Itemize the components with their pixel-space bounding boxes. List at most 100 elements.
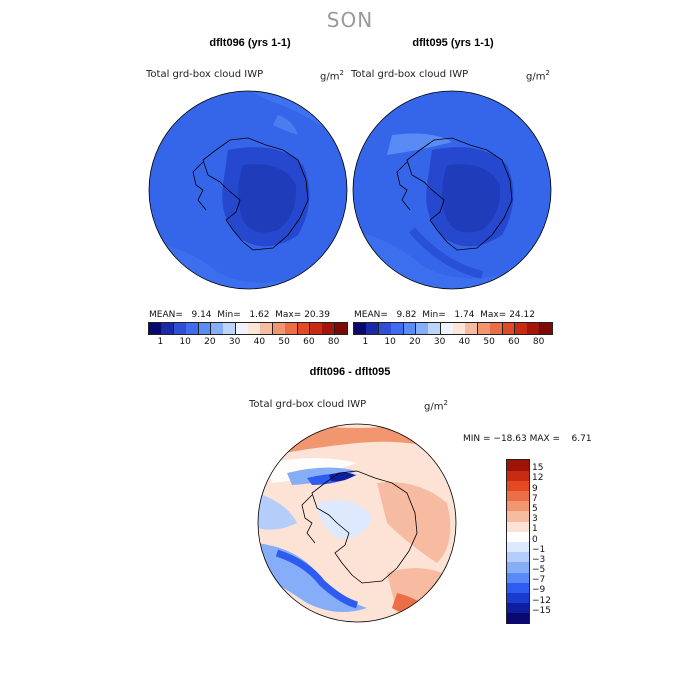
colorbar-tick-label: 1 — [157, 337, 164, 347]
colorbar-tick-label: −7 — [532, 575, 546, 586]
panel1-variable-label: Total grd-box cloud IWP — [146, 69, 264, 80]
panel3-title: dflt096 - dflt095 — [309, 366, 391, 378]
panel2-stats: MEAN= 9.82 Min= 1.74 Max= 24.12 — [354, 310, 535, 320]
colorbar-tick-label: 50 — [483, 337, 495, 347]
colorbar-swatch — [502, 323, 516, 334]
colorbar-tick-label: 60 — [508, 337, 520, 347]
colorbar-swatch — [223, 323, 237, 334]
colorbar-tick-label: −12 — [532, 595, 551, 606]
colorbar-tick-label: 1 — [532, 524, 538, 535]
colorbar-swatch — [507, 561, 529, 573]
colorbar-tick-label: 40 — [458, 337, 471, 347]
colorbar-tick-label: 30 — [228, 337, 241, 347]
colorbar-tick-label: 60 — [303, 337, 315, 347]
colorbar-swatch — [391, 323, 404, 334]
colorbar-swatch — [507, 470, 529, 481]
colorbar-swatch — [507, 500, 529, 512]
panel3-stats: MIN = −18.63 MAX = 6.71 — [463, 434, 592, 444]
colorbar-swatch — [260, 323, 274, 334]
colorbar-swatch — [210, 323, 224, 334]
colorbar-swatch — [248, 323, 261, 334]
panel1-unit-label: g/m2 — [320, 69, 344, 83]
colorbar-tick-label: 7 — [532, 493, 538, 504]
colorbar-tick-label: 50 — [278, 337, 290, 347]
colorbar-swatch — [198, 323, 212, 334]
colorbar-tick-label: 0 — [532, 534, 538, 545]
panel1-colorbar — [148, 322, 348, 335]
colorbar-swatch — [173, 323, 187, 334]
colorbar-swatch — [161, 323, 175, 334]
panel3-variable-label: Total grd-box cloud IWP — [249, 399, 367, 410]
panel2-variable-label: Total grd-box cloud IWP — [351, 69, 469, 80]
panel3-colorbar-ticks: −15 −12 −9 −7 −5 −3 −1 0 1 3 5 7 9 12 15 — [532, 459, 572, 622]
colorbar-swatch — [285, 323, 298, 334]
colorbar-tick-label: 20 — [409, 337, 421, 347]
colorbar-tick-label: 20 — [204, 337, 216, 347]
colorbar-swatch — [507, 592, 529, 604]
colorbar-tick-label: 1 — [362, 337, 369, 347]
colorbar-tick-label: 15 — [532, 463, 544, 474]
panel3-map — [257, 423, 457, 623]
colorbar-tick-label: 80 — [532, 337, 545, 347]
colorbar-swatch — [428, 323, 442, 334]
colorbar-swatch — [354, 323, 367, 334]
colorbar-swatch — [507, 480, 529, 492]
colorbar-swatch — [272, 323, 286, 334]
colorbar-swatch — [465, 323, 479, 334]
colorbar-swatch — [149, 323, 162, 334]
colorbar-swatch — [378, 323, 392, 334]
colorbar-swatch — [507, 510, 529, 522]
panel2-title: dflt095 (yrs 1-1) — [412, 37, 494, 49]
colorbar-swatch — [309, 323, 323, 334]
panel1-map — [148, 90, 348, 290]
colorbar-swatch — [186, 323, 199, 334]
colorbar-swatch — [366, 323, 380, 334]
panel2-colorbar — [353, 322, 553, 335]
colorbar-swatch — [477, 323, 491, 334]
panel1-colorbar-ticks: 1 10 20 30 40 50 60 80 — [148, 337, 346, 349]
colorbar-swatch — [507, 541, 529, 553]
colorbar-swatch — [415, 323, 429, 334]
colorbar-tick-label: −3 — [532, 554, 546, 565]
colorbar-tick-label: 80 — [327, 337, 340, 347]
colorbar-swatch — [507, 521, 529, 532]
panel1-stats: MEAN= 9.14 Min= 1.62 Max= 20.39 — [149, 310, 330, 320]
colorbar-swatch — [507, 551, 529, 563]
colorbar-tick-label: −5 — [532, 565, 546, 576]
colorbar-tick-label: 9 — [532, 483, 538, 494]
colorbar-swatch — [507, 531, 529, 542]
panel2-unit-label: g/m2 — [526, 69, 550, 83]
colorbar-swatch — [527, 323, 541, 334]
colorbar-tick-label: −1 — [532, 544, 546, 555]
colorbar-swatch — [490, 323, 503, 334]
colorbar-swatch — [322, 323, 336, 334]
panel2-map — [352, 90, 552, 290]
panel2-colorbar-ticks: 1 10 20 30 40 50 60 80 — [353, 337, 551, 349]
colorbar-swatch — [539, 323, 553, 334]
colorbar-tick-label: 12 — [532, 473, 544, 484]
colorbar-swatch — [507, 582, 529, 593]
panel1-title: dflt096 (yrs 1-1) — [209, 37, 291, 49]
colorbar-tick-label: 10 — [384, 337, 396, 347]
panel3-unit-label: g/m2 — [424, 399, 448, 413]
colorbar-swatch — [334, 323, 348, 334]
figure-title: SON — [326, 8, 374, 32]
colorbar-swatch — [453, 323, 466, 334]
colorbar-swatch — [514, 323, 528, 334]
colorbar-swatch — [507, 572, 529, 583]
colorbar-swatch — [507, 602, 529, 614]
colorbar-tick-label: 40 — [253, 337, 266, 347]
colorbar-swatch — [235, 323, 249, 334]
colorbar-swatch — [440, 323, 454, 334]
colorbar-tick-label: −9 — [532, 585, 546, 596]
colorbar-tick-label: 5 — [532, 503, 538, 514]
colorbar-tick-label: 3 — [532, 514, 538, 525]
panel3-colorbar — [506, 459, 530, 624]
colorbar-tick-label: −15 — [532, 605, 551, 616]
colorbar-swatch — [507, 460, 529, 471]
colorbar-swatch — [507, 490, 529, 502]
colorbar-tick-label: 10 — [179, 337, 191, 347]
colorbar-swatch — [507, 612, 529, 624]
colorbar-swatch — [297, 323, 311, 334]
colorbar-tick-label: 30 — [433, 337, 446, 347]
